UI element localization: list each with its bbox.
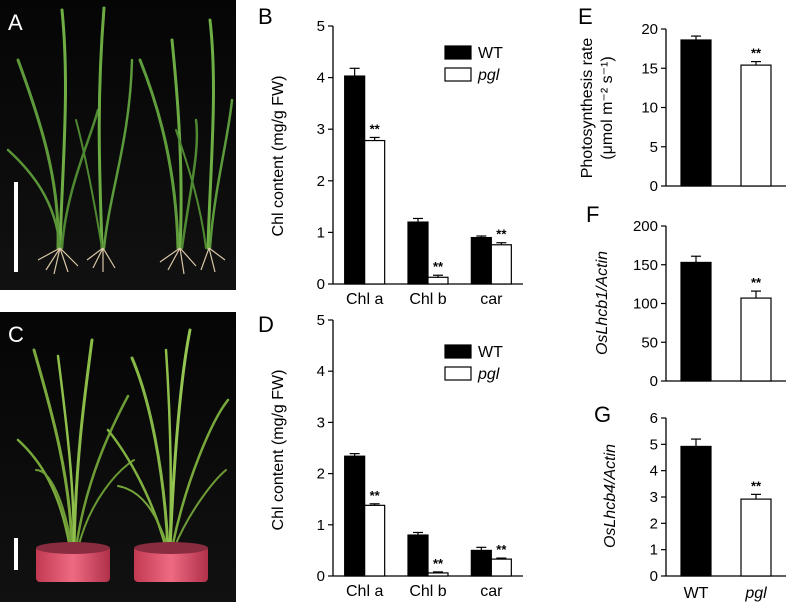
photo-panel-a: A bbox=[0, 0, 236, 290]
x-tick-label-g: WT bbox=[684, 585, 709, 602]
bar-d-1-0 bbox=[364, 504, 386, 577]
bar-b-0-1 bbox=[407, 221, 429, 285]
significance-mark-d: ** bbox=[496, 542, 507, 557]
y-tick-label-f: 50 bbox=[641, 334, 658, 351]
bar-f-0 bbox=[680, 261, 712, 382]
bar-e-0 bbox=[680, 39, 712, 187]
y-tick-label-d: 3 bbox=[317, 414, 325, 431]
panel-label-g: G bbox=[594, 402, 611, 427]
y-axis-label-d: Chl content (mg/g FW) bbox=[270, 370, 287, 531]
x-tick-label-d: Chl b bbox=[409, 583, 446, 600]
bar-b-1-2 bbox=[490, 244, 512, 285]
panel-label-f: F bbox=[586, 202, 599, 227]
y-axis-label-g: OsLhcb4/Actin bbox=[602, 444, 619, 548]
bar-d-0-1 bbox=[407, 534, 429, 577]
legend-label-d: WT bbox=[478, 344, 503, 361]
x-tick-label-b: car bbox=[480, 291, 503, 308]
x-tick-label-g: pgl bbox=[744, 585, 767, 602]
significance-mark-g: ** bbox=[751, 478, 762, 493]
y-tick-label-b: 3 bbox=[317, 121, 325, 138]
y-tick-label-e: 0 bbox=[650, 178, 658, 195]
panel-label-e: E bbox=[578, 4, 593, 29]
y-tick-label-f: 150 bbox=[633, 257, 658, 274]
y-tick-label-b: 0 bbox=[317, 276, 325, 293]
y-tick-label-g: 5 bbox=[650, 436, 658, 453]
y-axis-label-e-line2: (μmol m⁻² s⁻¹) bbox=[599, 56, 616, 159]
y-tick-label-b: 4 bbox=[317, 70, 325, 87]
y-tick-label-g: 6 bbox=[650, 410, 658, 427]
significance-mark-d: ** bbox=[433, 556, 444, 571]
legend-label-d: pgl bbox=[477, 366, 500, 383]
legend-swatch-d bbox=[444, 366, 472, 381]
y-tick-label-g: 3 bbox=[650, 489, 658, 506]
x-tick-label-d: Chl a bbox=[346, 583, 383, 600]
y-tick-label-f: 0 bbox=[650, 373, 658, 390]
bar-b-0-0 bbox=[344, 75, 366, 285]
legend-swatch-b bbox=[444, 67, 472, 82]
y-tick-label-d: 4 bbox=[317, 363, 325, 380]
scale-bar-c bbox=[14, 538, 18, 570]
chart-b: B 0 1 2 3 4 5 ** Chl a ** Chl b ** car WT pgl Chl con… bbox=[258, 4, 523, 308]
scale-bar-a bbox=[14, 182, 18, 272]
legend-swatch-d bbox=[444, 344, 472, 359]
legend-label-b: WT bbox=[478, 45, 503, 62]
significance-mark-d: ** bbox=[370, 488, 381, 503]
y-axis-label-f: OsLhcb1/Actin bbox=[594, 251, 611, 355]
panel-label-b: B bbox=[258, 4, 273, 29]
bar-d-1-2 bbox=[490, 558, 512, 577]
bar-e-1 bbox=[740, 64, 772, 187]
bar-b-1-1 bbox=[427, 276, 449, 285]
y-tick-label-b: 2 bbox=[317, 173, 325, 190]
y-tick-label-g: 0 bbox=[650, 568, 658, 585]
x-tick-label-b: Chl b bbox=[409, 291, 446, 308]
y-tick-label-d: 1 bbox=[317, 517, 325, 534]
y-tick-label-d: 2 bbox=[317, 466, 325, 483]
y-tick-label-e: 15 bbox=[641, 60, 658, 77]
significance-mark-e: ** bbox=[751, 46, 762, 61]
bar-b-1-0 bbox=[364, 139, 386, 285]
y-tick-label-d: 5 bbox=[317, 312, 325, 329]
bar-b-0-2 bbox=[470, 236, 492, 285]
y-tick-label-g: 2 bbox=[650, 515, 658, 532]
y-tick-label-g: 1 bbox=[650, 542, 658, 559]
y-tick-label-e: 5 bbox=[650, 139, 658, 156]
y-tick-label-b: 5 bbox=[317, 18, 325, 35]
significance-mark-b: ** bbox=[370, 121, 381, 136]
bar-d-0-0 bbox=[344, 455, 366, 577]
chart-d: D 0 1 2 3 4 5 ** Chl a ** Chl b ** car WT pgl Chl con… bbox=[258, 312, 523, 600]
chart-e: E 0 5 10 15 20 ** Photosynthesis rate (μmol m… bbox=[578, 4, 786, 195]
significance-mark-b: ** bbox=[433, 259, 444, 274]
pots-c bbox=[36, 542, 208, 582]
panel-label-a: A bbox=[8, 10, 23, 35]
bar-d-0-2 bbox=[470, 549, 492, 577]
y-tick-label-g: 4 bbox=[650, 463, 658, 480]
panel-label-d: D bbox=[258, 312, 274, 337]
rice-seedlings-a bbox=[6, 6, 234, 250]
rice-plants-c bbox=[16, 328, 230, 550]
roots-a bbox=[37, 247, 226, 275]
y-tick-label-b: 1 bbox=[317, 224, 325, 241]
chart-g: G 0 1 2 3 4 5 6 WT ** pgl OsLhcb4/Actin bbox=[594, 402, 786, 602]
y-tick-label-f: 200 bbox=[633, 218, 658, 235]
x-tick-label-d: car bbox=[480, 583, 503, 600]
y-tick-label-d: 0 bbox=[317, 568, 325, 585]
y-axis-label-b: Chl content (mg/g FW) bbox=[270, 76, 287, 237]
bar-g-1 bbox=[740, 498, 772, 577]
bar-f-1 bbox=[740, 297, 772, 382]
y-tick-label-e: 10 bbox=[641, 100, 658, 117]
chart-f: F 0 50 100 150 200 ** OsLhcb1/Actin bbox=[586, 202, 786, 390]
x-tick-label-b: Chl a bbox=[346, 291, 383, 308]
y-axis-label-e-line1: Photosynthesis rate bbox=[579, 38, 596, 179]
photo-panel-c: C bbox=[0, 312, 236, 602]
bar-d-1-1 bbox=[427, 572, 449, 577]
y-tick-label-e: 20 bbox=[641, 21, 658, 38]
legend-label-b: pgl bbox=[477, 67, 500, 84]
y-tick-label-f: 100 bbox=[633, 296, 658, 313]
legend-swatch-b bbox=[444, 45, 472, 60]
significance-mark-f: ** bbox=[751, 275, 762, 290]
significance-mark-b: ** bbox=[496, 227, 507, 242]
panel-label-c: C bbox=[8, 322, 24, 347]
bar-g-0 bbox=[680, 445, 712, 577]
